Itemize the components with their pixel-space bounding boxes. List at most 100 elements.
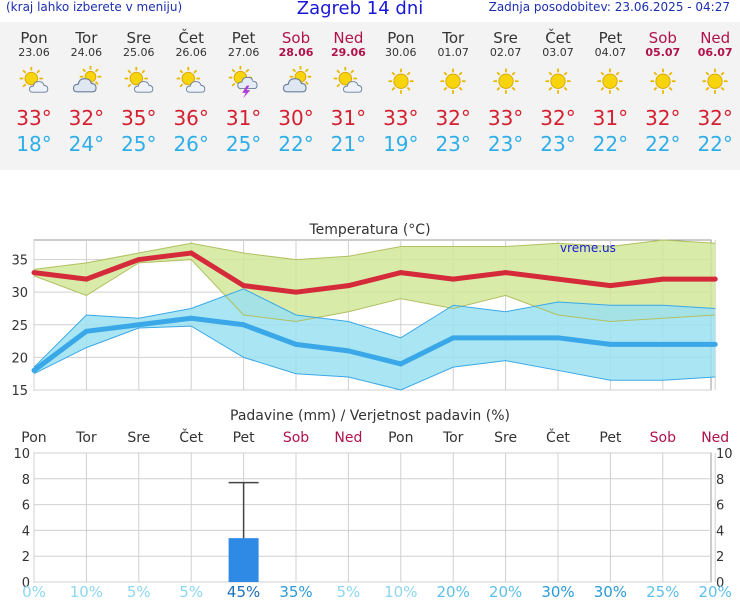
- sun-icon: [545, 68, 571, 94]
- temperature-tick-label: 30: [11, 286, 28, 301]
- min-temperature: 19°: [383, 132, 419, 156]
- day-date: 06.07: [697, 46, 733, 59]
- precipitation-tick-label-left: 0: [22, 576, 30, 591]
- precipitation-day-label: Ned: [334, 430, 362, 446]
- day-name: Čet: [178, 29, 204, 47]
- day-name: Tor: [75, 29, 98, 47]
- precipitation-day-label: Sob: [650, 430, 676, 446]
- day-column: Pet 27.06 31° 25°: [218, 30, 270, 156]
- max-temperature-point: [345, 283, 351, 289]
- min-temperature: 18°: [16, 132, 52, 156]
- max-temperature: 31°: [592, 106, 629, 130]
- min-temperature: 22°: [592, 132, 629, 156]
- precipitation-tick-label-right: 4: [716, 524, 724, 539]
- max-temperature-point: [31, 270, 37, 276]
- max-temperature: 35°: [121, 106, 157, 130]
- max-temperature-point: [712, 276, 718, 282]
- precipitation-probability: 0%: [22, 583, 46, 600]
- sun-icon: [702, 68, 728, 94]
- max-temperature: 32°: [645, 106, 681, 130]
- precipitation-probability: 45%: [227, 583, 260, 600]
- precipitation-chart-title: Padavine (mm) / Verjetnost padavin (%): [230, 408, 510, 424]
- max-temperature: 31°: [330, 106, 367, 130]
- day-column: Čet 26.06 36° 26°: [165, 30, 217, 156]
- sun-icon: [493, 68, 519, 94]
- max-temperature: 32°: [68, 106, 105, 130]
- min-band-upper-edge: [33, 288, 716, 368]
- max-temperature: 33°: [383, 106, 419, 130]
- sun-cloud-icon: [334, 66, 363, 93]
- day-name: Pet: [231, 29, 256, 47]
- thunderstorm-icon: [228, 66, 258, 99]
- max-temperature-point: [660, 276, 666, 282]
- precipitation-plot-area: [33, 452, 712, 583]
- day-column: Tor 01.07 32° 23°: [427, 30, 479, 156]
- precipitation-probability: 35%: [279, 583, 312, 600]
- precipitation-probability: 20%: [437, 583, 470, 600]
- day-date: 24.06: [70, 46, 103, 59]
- precipitation-tick-label-right: 10: [716, 447, 733, 462]
- min-temperature: 22°: [645, 132, 681, 156]
- sun-cloud-icon: [124, 66, 154, 93]
- daily-forecast-strip: [0, 22, 740, 170]
- sun-cloud-icon: [176, 66, 206, 93]
- min-temperature-point: [31, 367, 37, 373]
- max-temperature-point: [241, 283, 247, 289]
- precipitation-day-label: Sre: [494, 430, 517, 446]
- precipitation-day-label: Tor: [75, 430, 97, 446]
- min-temperature-point: [83, 328, 89, 334]
- day-name: Sob: [281, 29, 311, 47]
- min-temperature: 22°: [697, 132, 733, 156]
- max-temperature-point: [136, 257, 142, 263]
- last-update: Zadnja posodobitev: 23.06.2025 - 04:27: [488, 0, 730, 14]
- max-temperature-point: [450, 276, 456, 282]
- precipitation-tick-label-right: 8: [716, 473, 724, 488]
- max-temperature: 32°: [697, 106, 733, 130]
- day-date: 30.06: [385, 46, 417, 59]
- precipitation-tick-label-left: 8: [22, 473, 30, 488]
- precipitation-probability: 10%: [70, 583, 103, 600]
- precipitation-day-label: Čet: [179, 428, 203, 446]
- temperature-chart-title: Temperatura (°C): [308, 222, 430, 238]
- min-temperature-point: [345, 348, 351, 354]
- day-column: Sob 05.07 32° 22°: [637, 30, 689, 156]
- max-temperature-line: [33, 250, 716, 295]
- temperature-tick-label: 25: [11, 319, 28, 334]
- max-temperature: 32°: [435, 106, 471, 130]
- min-temperature: 23°: [435, 132, 471, 156]
- min-temperature-point: [188, 315, 194, 321]
- min-temperature-point: [136, 322, 142, 328]
- day-date: 04.07: [594, 46, 627, 59]
- precipitation-day-label: Sob: [283, 430, 309, 446]
- precipitation-tick-label-right: 0: [716, 576, 724, 591]
- cloud-sun-icon: [73, 66, 102, 93]
- precipitation-tick-label-left: 4: [22, 524, 30, 539]
- precipitation-probability: 25%: [646, 583, 679, 600]
- max-temperature: 32°: [540, 106, 576, 130]
- precipitation-day-label: Sre: [127, 430, 150, 446]
- day-name: Pet: [598, 29, 623, 47]
- min-temperature: 25°: [121, 132, 157, 156]
- precipitation-day-label: Pet: [599, 430, 622, 446]
- max-temperature-point: [83, 276, 89, 282]
- precipitation-probability: 30%: [594, 583, 627, 600]
- day-column: Sob 28.06 30° 22°: [270, 30, 322, 156]
- precipitation-day-label: Pon: [21, 430, 46, 446]
- cloud-sun-icon: [282, 66, 312, 93]
- precipitation-tick-label-left: 2: [22, 550, 30, 565]
- min-band-lower-edge: [33, 325, 716, 391]
- sun-icon: [388, 68, 414, 94]
- sun-icon: [650, 68, 676, 94]
- sun-icon: [597, 68, 623, 94]
- precipitation-tick-label-right: 6: [716, 499, 724, 514]
- precipitation-bar: [228, 538, 259, 582]
- min-temperature-point: [293, 341, 299, 347]
- day-name: Pon: [20, 29, 48, 47]
- day-column: Pet 04.07 31° 22°: [584, 30, 636, 156]
- max-temperature-point: [503, 270, 509, 276]
- precipitation-probability: 30%: [541, 583, 574, 600]
- day-date: 26.06: [175, 46, 207, 59]
- precipitation-probability: 5%: [337, 583, 361, 600]
- day-column: Pon 30.06 33° 19°: [375, 30, 427, 156]
